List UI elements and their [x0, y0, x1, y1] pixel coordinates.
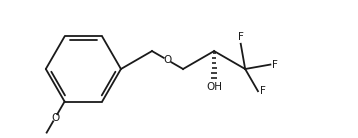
Text: F: F [272, 60, 278, 70]
Text: F: F [238, 32, 244, 42]
Text: OH: OH [206, 82, 222, 92]
Text: O: O [51, 113, 59, 123]
Text: F: F [260, 86, 266, 96]
Text: O: O [163, 55, 171, 65]
